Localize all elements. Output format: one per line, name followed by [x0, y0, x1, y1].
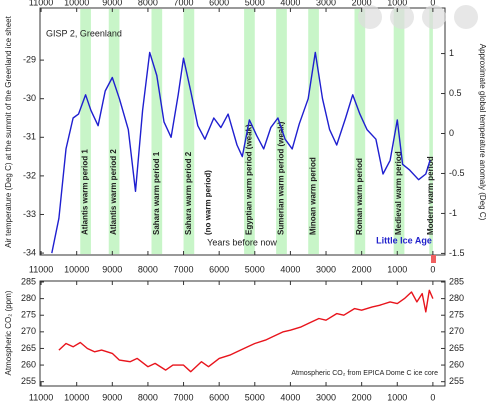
period-band — [183, 9, 195, 254]
y2-tick-label: -0.5 — [449, 168, 465, 178]
y-axis-title: Air temperature (Deg C) at the summit of… — [4, 15, 13, 247]
x-tick-label: 0 — [430, 0, 435, 7]
y-tick-label: -32 — [23, 170, 36, 180]
x-tick-label: 7000 — [174, 392, 194, 402]
x-tick-label: 5000 — [245, 392, 265, 402]
x-tick-label: 8000 — [138, 264, 158, 274]
period-band — [276, 9, 287, 254]
period-label: Minoan warm period — [309, 157, 318, 235]
y-tick-label-right: 270 — [449, 326, 464, 336]
y2-tick-label: 1 — [449, 48, 454, 58]
y2-tick-label: 0 — [449, 128, 454, 138]
y2-tick-label: -1 — [449, 208, 457, 218]
modern-marker — [431, 255, 436, 263]
x-tick-label: 8000 — [138, 392, 158, 402]
overlay-button[interactable] — [422, 5, 446, 29]
period-band — [244, 9, 255, 254]
x-tick-label: 4000 — [280, 264, 300, 274]
y2-axis-title: Approximate global temperature anomaly (… — [478, 44, 487, 221]
period-label: Atlantis warm period 1 — [81, 149, 90, 235]
plot-frame-top — [39, 7, 446, 256]
data-line — [51, 51, 431, 254]
x-tick-label: 1000 — [387, 0, 407, 7]
x-tick-label: 10000 — [64, 264, 89, 274]
period-band — [354, 9, 366, 254]
x-tick-label: 6000 — [209, 392, 229, 402]
x-tick-label: 3000 — [316, 392, 336, 402]
period-label: Egyptian warm period (weak) — [245, 124, 254, 235]
y-tick-label-right: 280 — [449, 293, 464, 303]
y-tick-label: 275 — [21, 310, 36, 320]
x-axis-title: Years before now — [207, 237, 277, 247]
annotation: Little Ice Age — [376, 235, 432, 245]
period-band — [80, 9, 91, 254]
x-tick-label: 10000 — [64, 0, 89, 7]
x-tick-label: 9000 — [102, 264, 122, 274]
x-tick-label: 4000 — [280, 392, 300, 402]
y-tick-label: -33 — [23, 209, 36, 219]
x-tick-label: 6000 — [209, 0, 229, 7]
y2-tick-label: 0.5 — [449, 88, 462, 98]
period-label: Roman warm period — [355, 158, 364, 235]
overlay-button[interactable] — [390, 5, 414, 29]
x-tick-label: 6000 — [209, 264, 229, 274]
x-tick-label: 9000 — [102, 0, 122, 7]
x-tick-label: 5000 — [245, 264, 265, 274]
y-tick-label: 285 — [21, 276, 36, 286]
period-label: Sahara warm period 1 — [152, 151, 161, 235]
period-label: (no warm period) — [204, 170, 213, 235]
y-tick-label-right: 255 — [449, 376, 464, 386]
x-tick-label: 0 — [430, 264, 435, 274]
x-tick-label: 11000 — [29, 264, 53, 274]
data-line — [58, 289, 434, 373]
period-band — [429, 9, 433, 254]
y-tick-label: -34 — [23, 247, 36, 257]
y-tick-label-right: 265 — [449, 343, 464, 353]
y-axis-title-co2: Atmospheric CO₂ (ppm) — [4, 290, 13, 375]
y-tick-label: 270 — [21, 326, 36, 336]
chart-title: GISP 2, Greenland — [46, 28, 122, 38]
period-band — [151, 9, 163, 254]
x-tick-label: 2000 — [352, 264, 372, 274]
y-tick-label: 280 — [21, 293, 36, 303]
x-tick-label: 7000 — [174, 264, 194, 274]
x-tick-label: 9000 — [102, 392, 122, 402]
x-tick-label: 3000 — [316, 264, 336, 274]
x-tick-label: 7000 — [174, 0, 194, 7]
overlay-button[interactable] — [454, 5, 478, 29]
x-tick-label: 1000 — [387, 392, 407, 402]
x-tick-label: 11000 — [29, 0, 53, 7]
y-tick-label-right: 275 — [449, 310, 464, 320]
y-tick-label: 260 — [21, 359, 36, 369]
y-tick-label: -30 — [23, 93, 36, 103]
x-tick-label: 8000 — [138, 0, 158, 7]
y-tick-label-right: 285 — [449, 276, 464, 286]
period-label: Medieval warm period — [394, 151, 403, 235]
period-band — [108, 9, 120, 254]
x-tick-label: 10000 — [64, 392, 89, 402]
x-tick-label: 2000 — [352, 0, 372, 7]
y-tick-label: -31 — [23, 132, 36, 142]
period-label: Sumerian warm period (weak) — [277, 121, 286, 235]
y-tick-label: -29 — [23, 54, 36, 64]
x-tick-label: 1000 — [387, 264, 407, 274]
plot-frame-bottom — [39, 280, 446, 387]
period-band — [308, 9, 319, 254]
annotation-co2: Atmospheric CO₂ from EPICA Dome C ice co… — [291, 370, 438, 377]
y-tick-label: 265 — [21, 343, 36, 353]
period-label: Modern warm period — [426, 156, 435, 235]
period-label: Atlantis warm period 2 — [109, 149, 118, 235]
overlay-button[interactable] — [358, 5, 382, 29]
x-tick-label: 11000 — [29, 392, 53, 402]
y-tick-label-right: 260 — [449, 359, 464, 369]
y2-tick-label: -1.5 — [449, 248, 465, 258]
x-tick-label: 0 — [430, 392, 435, 402]
y-tick-label: 255 — [21, 376, 36, 386]
x-tick-label: 2000 — [352, 392, 372, 402]
x-tick-label: 4000 — [280, 0, 300, 7]
x-tick-label: 5000 — [245, 0, 265, 7]
x-tick-label: 3000 — [316, 0, 336, 7]
period-label: Sahara warm period 2 — [184, 151, 193, 235]
